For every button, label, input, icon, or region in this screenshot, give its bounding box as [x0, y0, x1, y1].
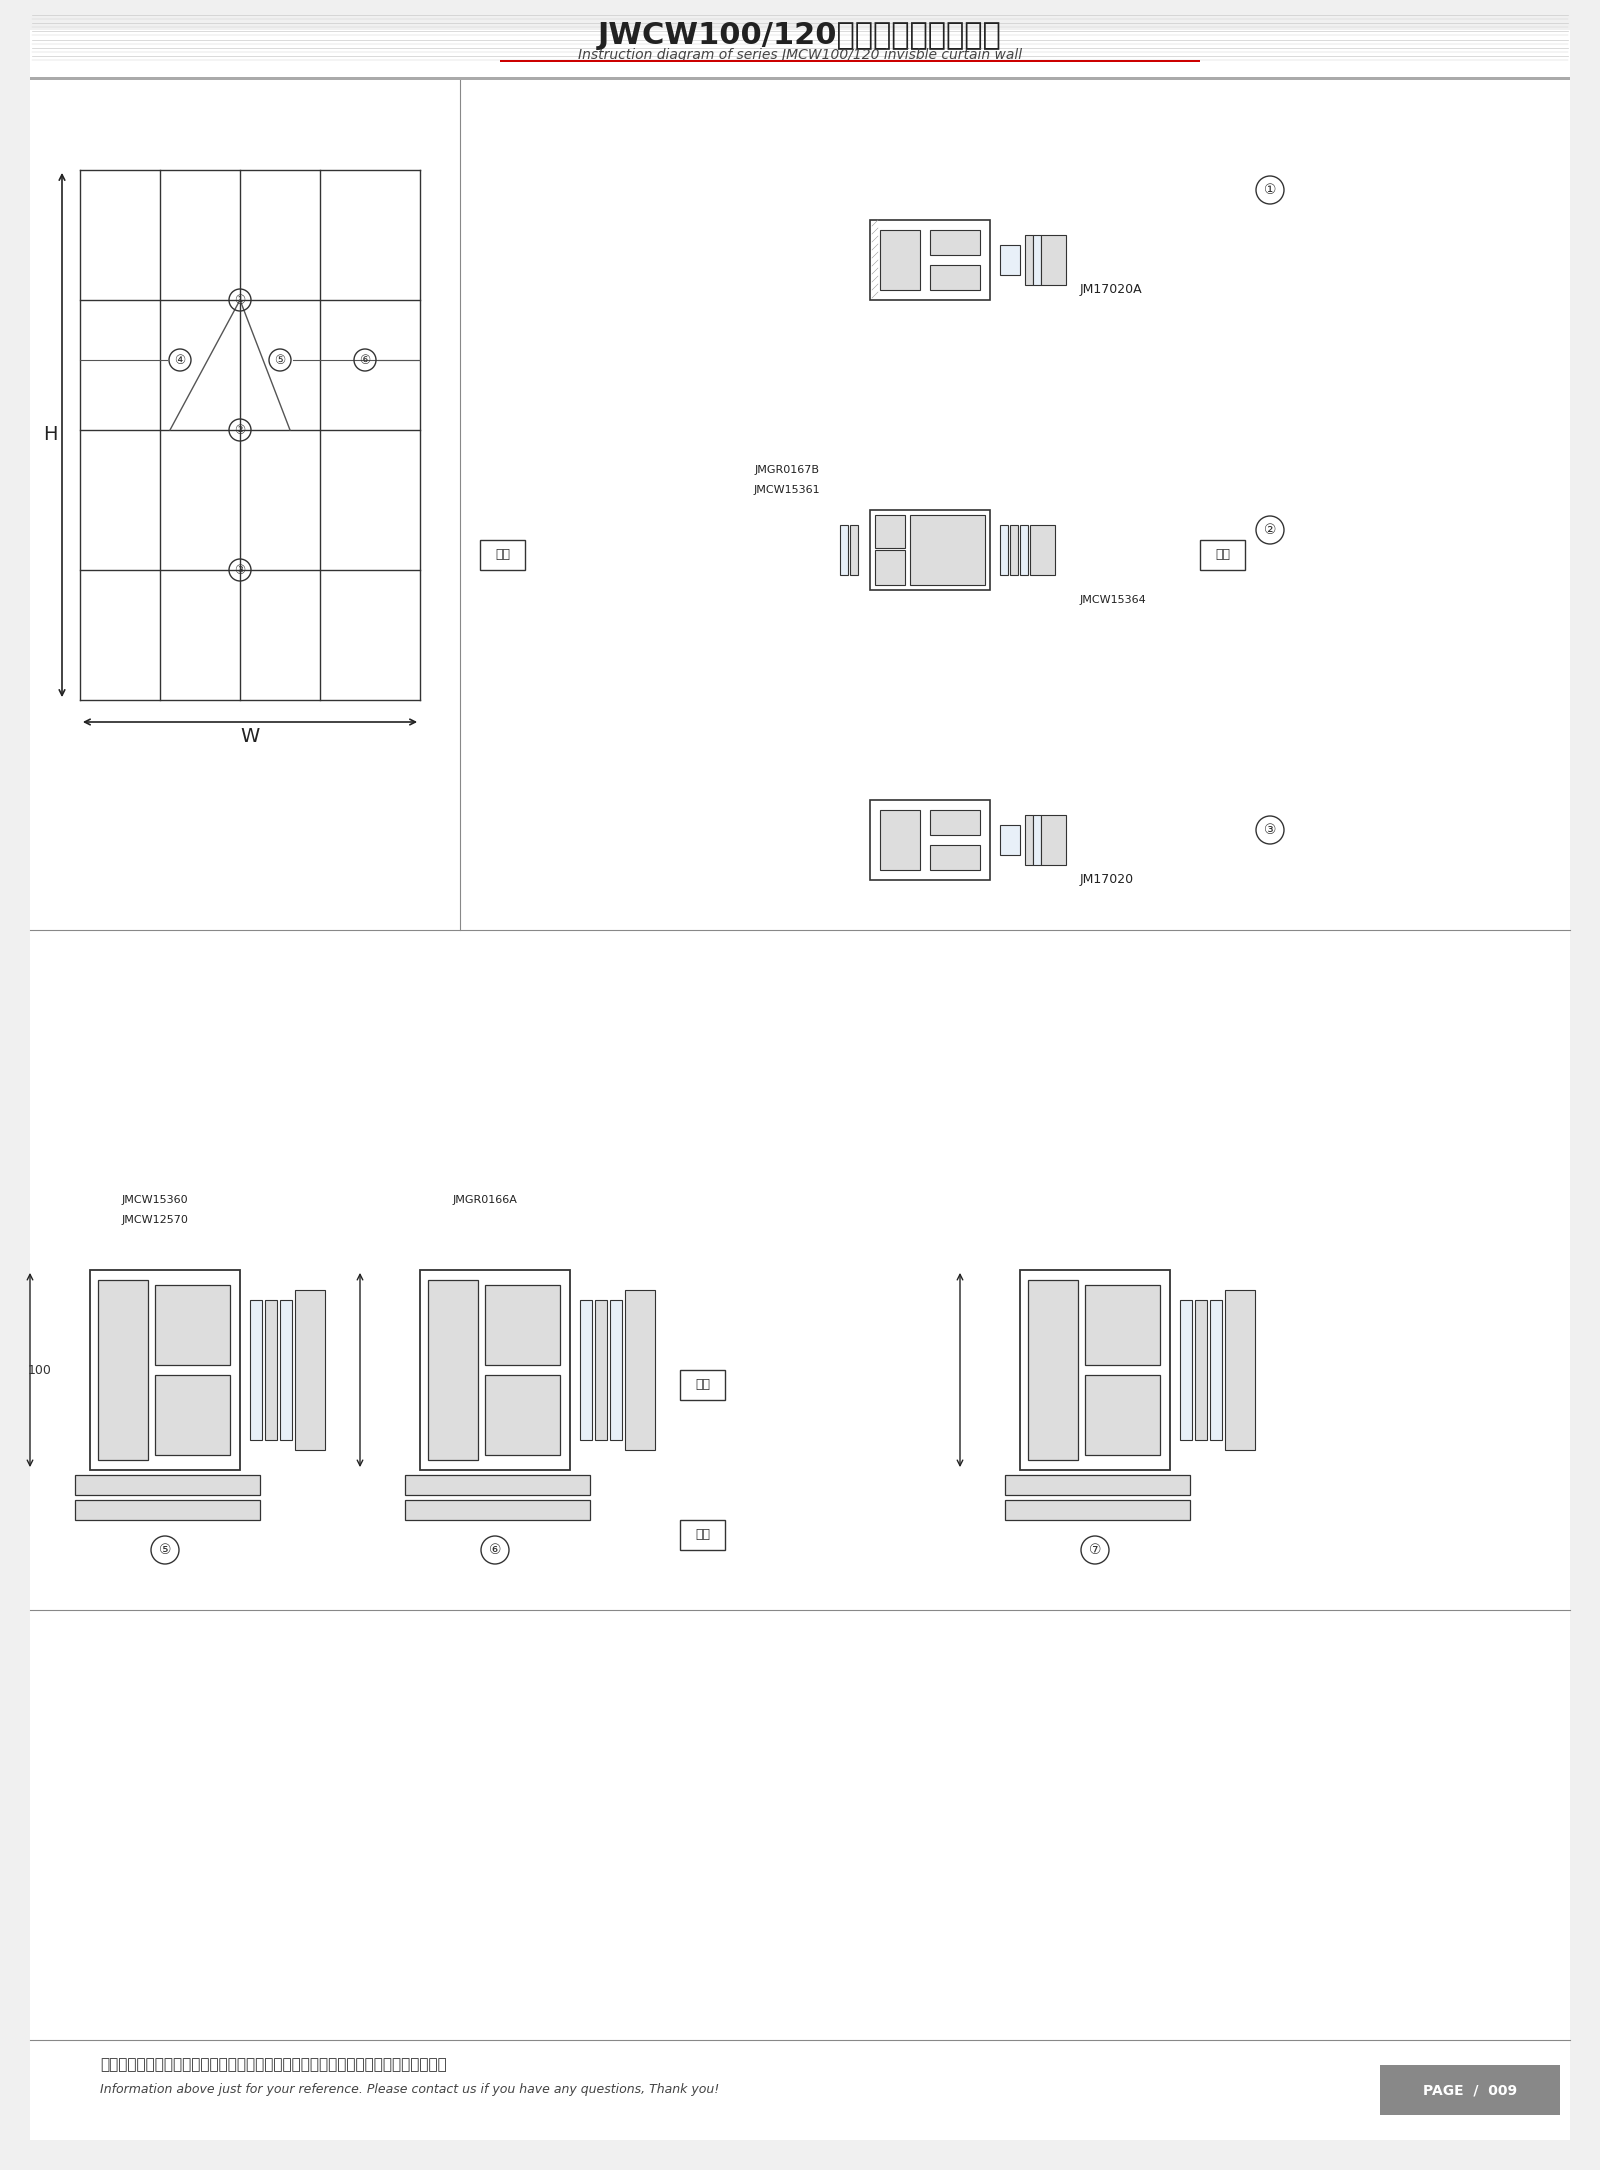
- Bar: [610, 1300, 622, 1441]
- Bar: [75, 1476, 259, 1495]
- Bar: [1085, 1285, 1160, 1365]
- Bar: [30, 76, 1570, 80]
- Bar: [1000, 245, 1021, 276]
- Bar: [280, 1300, 291, 1441]
- Bar: [250, 1300, 262, 1441]
- Bar: [880, 809, 920, 870]
- Text: JMCW15364: JMCW15364: [1080, 595, 1147, 605]
- Bar: [266, 1300, 277, 1441]
- Bar: [90, 1269, 240, 1469]
- Bar: [680, 1369, 725, 1400]
- Text: ①: ①: [1264, 182, 1277, 197]
- Bar: [595, 1300, 606, 1441]
- Text: W: W: [240, 727, 259, 746]
- Bar: [1005, 1499, 1190, 1519]
- Text: ④: ④: [174, 354, 186, 367]
- Bar: [910, 514, 986, 586]
- Bar: [680, 1519, 725, 1549]
- Bar: [1030, 525, 1054, 575]
- Text: JMGR0166A: JMGR0166A: [453, 1196, 517, 1204]
- Text: Information above just for your reference. Please contact us if you have any que: Information above just for your referenc…: [99, 2083, 720, 2096]
- Bar: [1034, 234, 1042, 284]
- Text: JM17020: JM17020: [1080, 875, 1134, 888]
- Bar: [1200, 540, 1245, 571]
- Bar: [429, 1280, 478, 1460]
- Bar: [579, 1300, 592, 1441]
- Bar: [1010, 525, 1018, 575]
- Text: 100: 100: [29, 1363, 51, 1376]
- Bar: [1085, 1376, 1160, 1456]
- Bar: [405, 1499, 590, 1519]
- Text: Instruction diagram of series JMCW100/120 invisble curtain wall: Instruction diagram of series JMCW100/12…: [578, 48, 1022, 63]
- Bar: [840, 525, 848, 575]
- Text: JMCW15360: JMCW15360: [122, 1196, 189, 1204]
- Bar: [1000, 525, 1008, 575]
- Text: ③: ③: [234, 564, 246, 577]
- Text: ⑥: ⑥: [488, 1543, 501, 1558]
- Text: ⑤: ⑤: [158, 1543, 171, 1558]
- Bar: [1042, 234, 1066, 284]
- Text: ②: ②: [234, 423, 246, 436]
- Bar: [155, 1285, 230, 1365]
- Bar: [626, 1289, 654, 1450]
- Text: JM17020A: JM17020A: [1080, 284, 1142, 297]
- Bar: [75, 1499, 259, 1519]
- Bar: [1210, 1300, 1222, 1441]
- Bar: [1026, 816, 1034, 866]
- Bar: [1027, 1280, 1078, 1460]
- Text: JMGR0167B: JMGR0167B: [755, 464, 819, 475]
- Bar: [405, 1476, 590, 1495]
- Text: ⑥: ⑥: [360, 354, 371, 367]
- Bar: [485, 1285, 560, 1365]
- Bar: [1042, 816, 1066, 866]
- Text: 室外: 室外: [1216, 549, 1230, 562]
- Text: JWCW100/120系列隐框幕墙结构图: JWCW100/120系列隐框幕墙结构图: [598, 20, 1002, 50]
- Text: ③: ③: [1264, 822, 1277, 838]
- Bar: [1000, 825, 1021, 855]
- Bar: [1005, 1476, 1190, 1495]
- Text: H: H: [43, 425, 58, 445]
- Bar: [870, 219, 990, 299]
- Bar: [1034, 816, 1042, 866]
- Text: ②: ②: [1264, 523, 1277, 536]
- Text: 室内: 室内: [696, 1378, 710, 1391]
- Text: 室内: 室内: [496, 549, 510, 562]
- Bar: [1226, 1289, 1254, 1450]
- Bar: [870, 801, 990, 881]
- Text: 室外: 室外: [696, 1528, 710, 1541]
- Bar: [485, 1376, 560, 1456]
- Bar: [1195, 1300, 1206, 1441]
- Text: PAGE  /  009: PAGE / 009: [1422, 2083, 1517, 2096]
- Text: ⑤: ⑤: [274, 354, 286, 367]
- Text: JMCW15361: JMCW15361: [754, 486, 819, 495]
- Bar: [1181, 1300, 1192, 1441]
- Text: 图中所示型材截面、装配、编号、尺寸及重量仅供参考。如有疑问，请向本公司查询。: 图中所示型材截面、装配、编号、尺寸及重量仅供参考。如有疑问，请向本公司查询。: [99, 2057, 446, 2072]
- Bar: [875, 514, 906, 549]
- Bar: [480, 540, 525, 571]
- Bar: [294, 1289, 325, 1450]
- Bar: [930, 230, 979, 256]
- Bar: [880, 230, 920, 291]
- Bar: [1379, 2066, 1560, 2116]
- Text: ⑦: ⑦: [1088, 1543, 1101, 1558]
- Bar: [875, 549, 906, 586]
- Bar: [1021, 525, 1027, 575]
- Bar: [98, 1280, 147, 1460]
- Bar: [155, 1376, 230, 1456]
- Bar: [930, 844, 979, 870]
- Bar: [850, 525, 858, 575]
- Bar: [419, 1269, 570, 1469]
- Bar: [1021, 1269, 1170, 1469]
- Text: ①: ①: [234, 293, 246, 306]
- Bar: [1026, 234, 1034, 284]
- Bar: [930, 265, 979, 291]
- Text: JMCW12570: JMCW12570: [122, 1215, 189, 1226]
- Bar: [870, 510, 990, 590]
- Bar: [930, 809, 979, 835]
